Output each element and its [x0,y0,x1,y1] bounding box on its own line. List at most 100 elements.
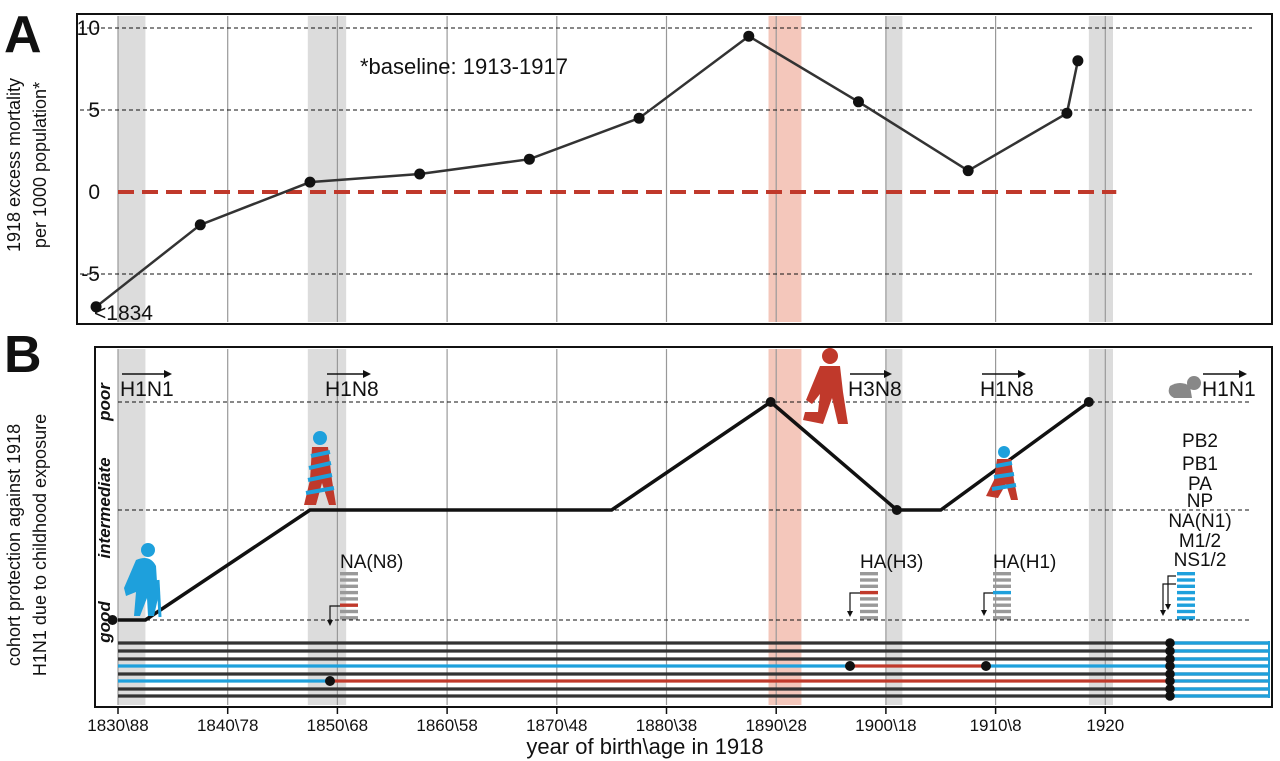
lineage-node [1165,691,1175,701]
x-tick-label: 1860\58 [416,716,477,735]
subtype-labels: H1N1 H1N8 H3N8 H1N8 H1N1 [120,370,1256,401]
panel-a-ylabel-line2: per 1000 population* [30,82,50,248]
x-tick-label: 1830\88 [87,716,148,735]
gene-segment [860,585,878,588]
highlight-band [886,16,902,322]
highlight-band [118,16,145,322]
gene-segment [860,597,878,600]
y-tick-label: 5 [88,99,100,122]
protection-point [766,397,776,407]
gene-segment [993,604,1011,607]
excess-mortality-point [304,177,315,188]
infant-icon [1169,376,1201,398]
gene-label: M1/2 [1179,531,1221,552]
x-tick-label: 1850\68 [307,716,368,735]
gene-segment [860,604,878,607]
subtype-1901: H1N8 [980,370,1034,401]
y-tick-label: 10 [77,17,100,40]
panel-b-ylabel-line2: H1N1 due to childhood exposure [30,414,50,676]
panel-a-baseline-note: *baseline: 1913-1917 [360,54,568,79]
x-axis-ticks: 1830\88 1840\78 1850\68 1860\58 1870\48 1880\… [87,707,1124,735]
subtype-label: H1N8 [325,378,379,401]
subtype-label: H1N8 [980,378,1034,401]
gene-segment-stacks [340,572,1195,620]
x-tick-label: 1890\28 [745,716,806,735]
gene-segment [993,591,1011,594]
highlight-band [1089,16,1113,322]
gene-label: NP [1187,491,1213,512]
panel-a-ylabel: 1918 excess mortality per 1000 populatio… [4,78,50,252]
x-axis-label: year of birth\age in 1918 [526,734,763,759]
lineage-node [981,661,991,671]
gene-segment [993,572,1011,575]
gene-segment [1177,585,1195,588]
gene-label: HA(H3) [860,552,923,573]
x-tick-label: 1910\8 [970,716,1022,735]
excess-mortality-point [195,219,206,230]
panel-b-letter: B [4,326,42,384]
reassortment-arrows [327,576,1176,626]
highlight-band [769,16,802,322]
gene-segment [860,578,878,581]
gene-segment-stack [860,572,878,620]
y-tick-label: -5 [81,263,100,286]
excess-mortality-point [743,31,754,42]
protection-point [108,615,118,625]
gene-segment [860,610,878,613]
gene-segment [860,591,878,594]
reassortment-arrow [1163,584,1176,612]
excess-mortality-point [414,168,425,179]
gene-label: NA(N8) [340,552,403,573]
protection-point [892,505,902,515]
protection-line [118,402,1089,620]
highlight-band [308,16,346,322]
excess-mortality-point [524,154,535,165]
protection-point [1084,397,1094,407]
level-intermediate-label: intermediate [95,457,114,558]
gene-segment [340,591,358,594]
gene-segment [1177,597,1195,600]
lineage-node [845,661,855,671]
gene-label: HA(H1) [993,552,1056,573]
panel-b-protection-series [108,397,1094,625]
gene-segment [1177,604,1195,607]
gene-segment [860,616,878,619]
panel-b-level-labels: poor intermediate good [95,382,114,644]
gene-segment [993,610,1011,613]
gene-segment [1177,572,1195,575]
gene-segment [340,572,358,575]
gene-segment [1177,578,1195,581]
panel-a-ylabel-line1: 1918 excess mortality [4,78,24,252]
gene-segment [1177,610,1195,613]
gene-label: NA(N1) [1168,511,1231,532]
excess-mortality-point [963,165,974,176]
x-tick-label: 1880\38 [636,716,697,735]
lineage-node [325,676,335,686]
gene-segment [1177,616,1195,619]
subtype-label: H3N8 [848,378,902,401]
y-tick-label: 0 [88,181,100,204]
excess-mortality-point [1061,108,1072,119]
gene-segment [993,616,1011,619]
gene-segment [340,610,358,613]
subtype-1847: H1N8 [325,370,379,401]
excess-mortality-point [1072,55,1083,66]
gene-segment [340,578,358,581]
x-tick-label: 1870\48 [526,716,587,735]
walking-adult-icon [803,348,848,424]
reassortment-arrow [984,593,993,612]
panel-a-first-point-label: <1834 [94,302,153,325]
gene-segment [993,578,1011,581]
gene-label: PB1 [1182,454,1218,475]
gene-segment [340,597,358,600]
gene-label: NS1/2 [1174,550,1227,571]
gene-segment [340,604,358,607]
excess-mortality-point [853,96,864,107]
panel-b-ylabel: cohort protection against 1918 H1N1 due … [4,414,50,676]
x-tick-label: 1920 [1086,716,1124,735]
subtype-1830: H1N1 [120,370,174,401]
x-tick-label: 1900\18 [855,716,916,735]
gene-label: PB2 [1182,431,1218,452]
gene-segment [1177,591,1195,594]
